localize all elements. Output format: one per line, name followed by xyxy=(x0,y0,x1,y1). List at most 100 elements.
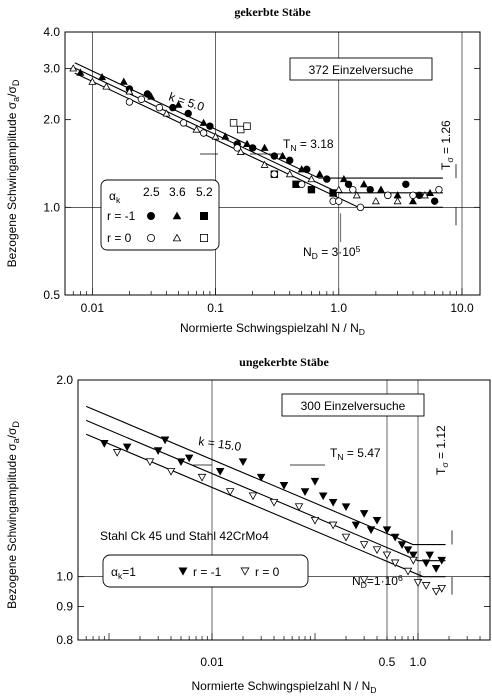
data-point xyxy=(382,526,392,535)
data-point xyxy=(426,188,434,197)
legend-marker xyxy=(199,211,208,220)
data-point xyxy=(431,565,441,573)
data-point xyxy=(137,95,146,103)
y-axis-label: Bezogene Schwingamplitude σa/σD xyxy=(5,79,21,267)
data-point xyxy=(351,521,361,530)
data-point xyxy=(160,436,170,445)
data-point xyxy=(122,443,132,452)
data-point xyxy=(335,197,343,205)
legend-row-label: r = 0 xyxy=(107,231,132,245)
sample-count-box xyxy=(289,57,433,81)
sn-curve-line xyxy=(85,419,446,562)
data-point xyxy=(382,551,392,560)
data-point xyxy=(334,185,343,193)
plot-frame xyxy=(64,31,481,296)
data-point xyxy=(102,82,111,90)
data-point xyxy=(397,541,407,549)
data-point xyxy=(236,147,245,155)
data-point xyxy=(192,125,201,133)
data-point xyxy=(430,197,439,205)
data-point xyxy=(221,132,230,140)
data-point xyxy=(285,170,294,178)
y-tick-label: 0.5 xyxy=(43,288,60,302)
legend-marker xyxy=(199,233,208,242)
tsigma-label: Tσ = 1.12 xyxy=(434,425,450,475)
legend-marker xyxy=(172,233,182,242)
data-point xyxy=(307,174,316,183)
sn-curve-line xyxy=(85,433,446,578)
data-point xyxy=(323,175,331,183)
data-point xyxy=(420,191,429,199)
data-point xyxy=(112,449,122,457)
data-point xyxy=(413,579,423,587)
data-point xyxy=(359,576,369,584)
data-point xyxy=(297,165,306,173)
data-point xyxy=(286,156,294,165)
data-point xyxy=(328,498,338,507)
data-point xyxy=(328,521,338,530)
data-point xyxy=(329,189,337,197)
legend-alpha-label: αk=1 xyxy=(111,565,136,581)
data-point xyxy=(421,582,431,590)
legend-marker xyxy=(240,567,250,576)
tsigma-label: Tσ = 1.26 xyxy=(439,120,455,170)
data-point xyxy=(371,197,380,205)
data-point xyxy=(88,77,97,85)
data-point xyxy=(294,503,304,512)
chart-panel-2: ungekerbte Stäbe 0.01 0.5 1.0 0.8 0.9 1.0 2.0 No… xyxy=(5,355,491,695)
sample-count-text: 300 Einzelversuche xyxy=(301,399,406,413)
chart-panel-1: gekerbte Stäbe 0.01 0.1 1.0 10.0 0.5 1.0 2.0 3.0… xyxy=(5,5,481,337)
sn-curve-line xyxy=(85,405,446,546)
legend-marker xyxy=(146,233,155,242)
data-point xyxy=(174,100,183,108)
data-point xyxy=(318,492,328,501)
data-point xyxy=(376,185,385,193)
data-point xyxy=(393,197,402,205)
data-point xyxy=(425,551,435,560)
nd-label: ND = 3·105 xyxy=(303,244,361,261)
material-note: Stahl Ck 45 und Stahl 42CrMo4 xyxy=(100,529,269,543)
data-point xyxy=(248,144,257,152)
data-point xyxy=(409,191,417,199)
y-axis-label: Bezogene Schwingamplitude σa/σD xyxy=(5,421,21,609)
data-point xyxy=(356,203,365,212)
data-point xyxy=(119,77,128,85)
nd-label: ND=1·106 xyxy=(352,573,403,590)
data-point xyxy=(297,180,306,188)
data-point xyxy=(162,109,171,117)
data-point xyxy=(359,180,368,188)
data-point xyxy=(359,541,369,549)
data-point xyxy=(278,151,287,160)
data-point xyxy=(437,584,447,593)
x-tick-label: 0.01 xyxy=(81,301,105,315)
data-point xyxy=(349,185,357,194)
data-point xyxy=(260,143,269,151)
data-point xyxy=(307,185,316,194)
chart-title: ungekerbte Stäbe xyxy=(239,355,329,369)
y-tick-label: 1.0 xyxy=(56,570,73,584)
sample-count-box xyxy=(281,393,425,417)
legend-box xyxy=(100,179,220,251)
data-point xyxy=(229,119,238,127)
data-point xyxy=(153,447,163,455)
data-point xyxy=(409,556,418,565)
data-point xyxy=(431,587,441,596)
x-tick-label: 10.0 xyxy=(450,301,474,315)
data-point xyxy=(435,185,443,194)
data-point xyxy=(279,482,289,490)
data-point xyxy=(270,152,279,160)
y-tick-label: 0.9 xyxy=(56,600,73,614)
data-point xyxy=(260,160,269,168)
data-point xyxy=(352,191,361,199)
data-point xyxy=(421,559,431,568)
data-point xyxy=(402,180,410,188)
data-point xyxy=(155,103,164,112)
data-point xyxy=(390,559,400,568)
data-point xyxy=(341,503,351,512)
data-point xyxy=(269,498,279,507)
data-point xyxy=(248,492,258,501)
data-point xyxy=(270,170,279,178)
data-point xyxy=(100,440,109,448)
data-point xyxy=(98,72,107,81)
data-point xyxy=(341,533,351,542)
